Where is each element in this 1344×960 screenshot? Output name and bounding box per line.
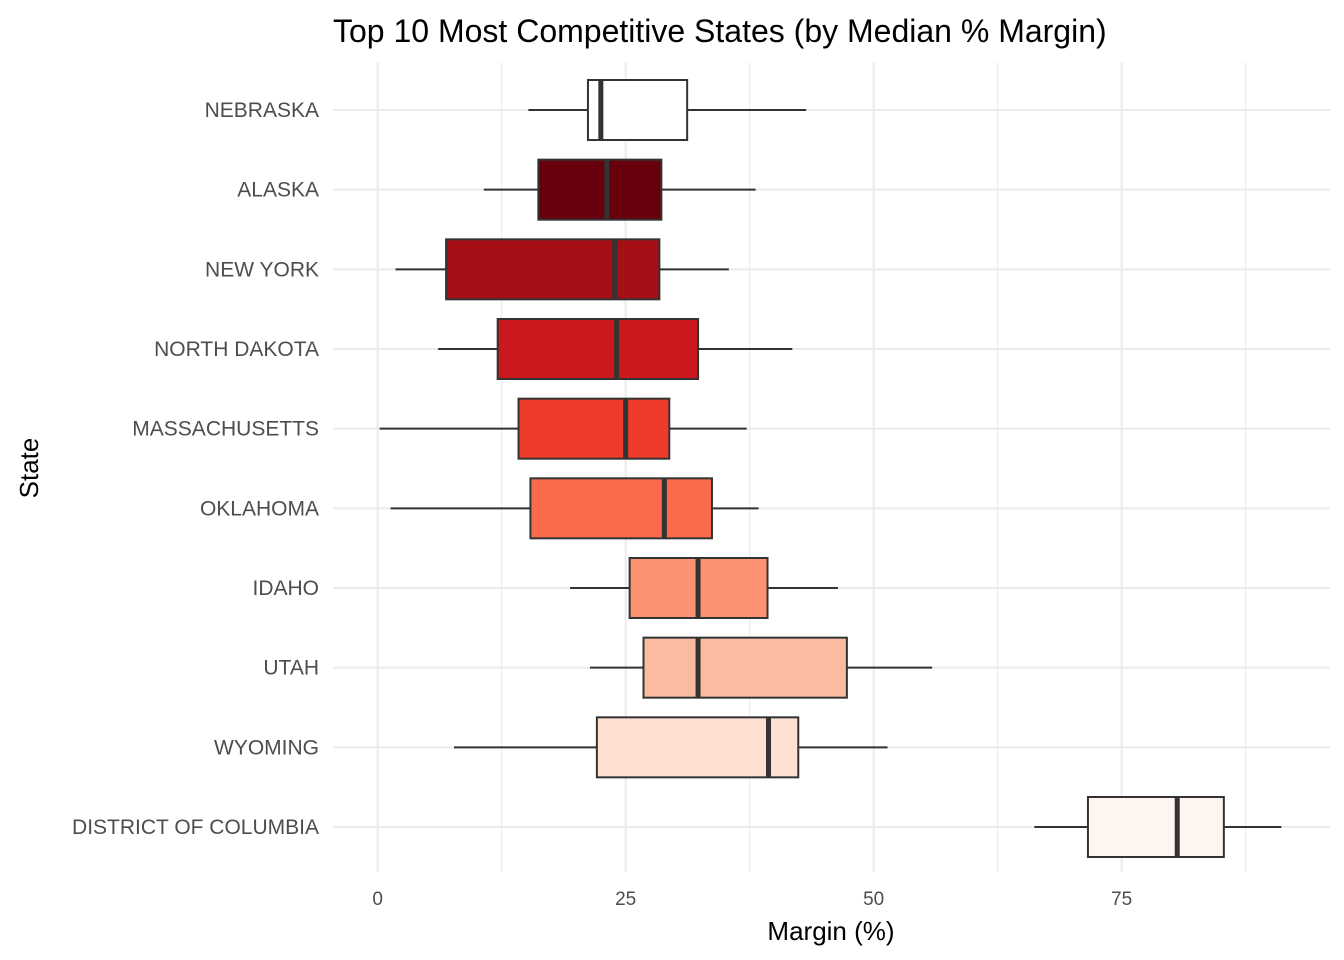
box-north-dakota: [496, 318, 700, 380]
boxplot-oklahoma: [390, 477, 759, 540]
box-layer: [379, 79, 1282, 858]
x-tick-label-50: 50: [863, 889, 884, 910]
y-tick-label-massachusetts: MASSACHUSETTS: [132, 418, 319, 441]
box-new-york: [445, 238, 661, 301]
box-nebraska: [586, 79, 689, 141]
boxplot-north-dakota: [438, 318, 793, 380]
x-axis-title: Margin (%): [767, 916, 894, 946]
chart-title: Top 10 Most Competitive States (by Media…: [333, 13, 1107, 49]
box-utah: [642, 636, 848, 699]
boxplot-district-of-columbia: [1034, 796, 1282, 858]
y-tick-label-utah: UTAH: [263, 657, 319, 680]
y-tick-label-district-of-columbia: DISTRICT OF COLUMBIA: [72, 816, 319, 839]
y-tick-label-new-york: NEW YORK: [205, 258, 319, 281]
y-axis-title: State: [14, 438, 44, 499]
box-district-of-columbia: [1086, 796, 1225, 858]
boxplot-massachusetts: [379, 397, 747, 460]
y-tick-label-oklahoma: OKLAHOMA: [200, 497, 319, 520]
x-tick-label-0: 0: [372, 889, 383, 910]
boxplot-utah: [589, 636, 933, 699]
box-oklahoma: [529, 477, 713, 540]
y-tick-label-alaska: ALASKA: [237, 179, 319, 202]
boxplot-new-york: [395, 238, 729, 301]
y-tick-label-idaho: IDAHO: [252, 577, 319, 600]
boxplot-alaska: [483, 158, 756, 221]
box-wyoming: [595, 716, 800, 779]
grid-layer: [333, 62, 1330, 872]
y-tick-label-nebraska: NEBRASKA: [205, 99, 319, 122]
y-tick-label-north-dakota: NORTH DAKOTA: [154, 338, 319, 361]
x-tick-label-25: 25: [615, 889, 636, 910]
boxplot-wyoming: [454, 716, 888, 779]
label-layer: 0 25 50 75 NEBRASKA ALASKA NEW YORK NORTH DAKOT…: [72, 99, 1132, 910]
x-tick-label-75: 75: [1111, 889, 1132, 910]
box-massachusetts: [517, 397, 671, 460]
boxplot-nebraska: [528, 79, 807, 141]
boxplot-idaho: [570, 557, 838, 619]
box-alaska: [537, 158, 663, 221]
y-tick-label-wyoming: WYOMING: [214, 736, 319, 759]
